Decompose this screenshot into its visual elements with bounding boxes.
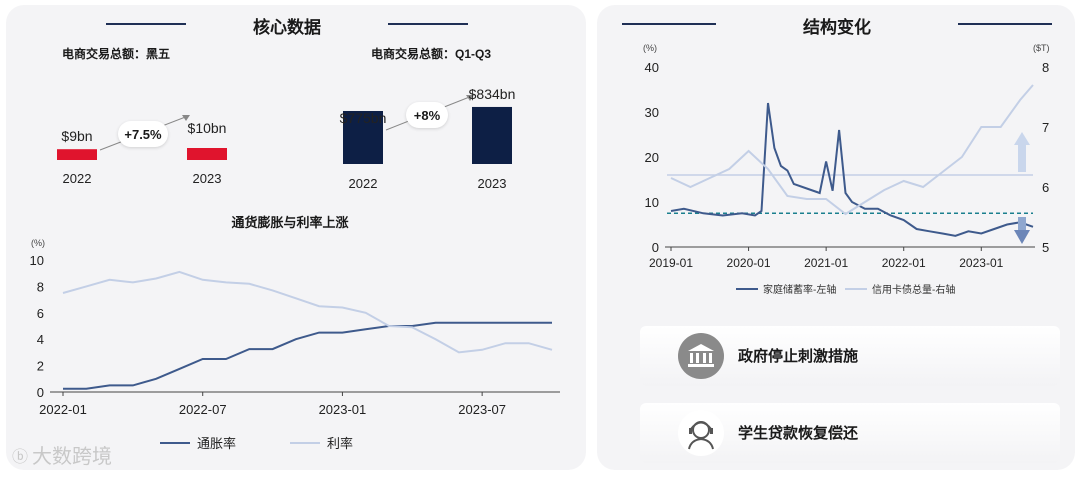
student-icon [678,410,724,456]
x-tick-label: 2021-01 [804,256,848,270]
title-divider-left [106,23,186,25]
watermark-icon: ⓑ [12,448,29,466]
inflation-rate-chart: (%) 0 2 4 6 8 10 2022-01 2022-07 2023-01 2023-07 通胀… [30,238,560,451]
legend-label: 家庭储蓄率-左轴 [763,283,836,296]
title-divider-left-2 [622,23,716,25]
left-y-tick-label: 30 [645,105,659,120]
x-tick-label: 2022-01 [882,256,926,270]
inflation-chart-title: 通货膨胀与利率上涨 [231,215,349,230]
bar-label-bf-2022: $9bn [61,128,93,144]
year-label-bf-2023: 2023 [192,171,222,186]
savings-credit-chart: (%) ($T) 0 10 20 30 40 5 6 7 8 2019-01 2020-01 2021-0… [643,43,1050,296]
bar-label-q-2022: $775bn [339,110,387,126]
x-tick-label: 2023-07 [458,402,506,417]
y-axis-unit: (%) [31,238,45,248]
year-label-bf-2022: 2022 [62,171,92,186]
arrow-head-bf [182,115,190,121]
left-y-tick-label: 10 [645,195,659,210]
x-tick-label: 2023-01 [959,256,1003,270]
card-stimulus-text: 政府停止刺激措施 [738,348,859,365]
y-tick-label: 2 [37,359,44,374]
left-y-tick-label: 20 [645,150,659,165]
bar-q-2023 [472,106,512,164]
title-divider-right [388,23,468,25]
left-y-tick-label: 0 [652,240,659,255]
legend-label: 信用卡债总量-右轴 [872,283,955,296]
x-tick-label: 2022-07 [179,402,227,417]
x-tick-label: 2022-01 [39,402,87,417]
bf-subtitle: 电商交易总额：黑五 [62,47,171,61]
y-tick-label: 10 [30,253,44,268]
bar-q-2022 [343,110,383,164]
down-arrow-head [1014,230,1030,244]
legend-label: 利率 [327,436,353,451]
y-tick-label: 4 [37,332,44,347]
right-axis-unit: ($T) [1033,43,1050,53]
series-line-savings-rate [670,102,1034,237]
watermark-logo: ⓑ 大数跨境 [12,440,112,469]
right-y-tick-label: 5 [1042,240,1049,255]
growth-bubble-q: +8% [406,102,448,128]
series-line-interest [62,270,553,354]
arrow-head-q [466,95,474,101]
year-label-q-2022: 2022 [348,176,378,191]
right-y-tick-label: 7 [1042,120,1049,135]
y-tick-label: 0 [37,385,44,400]
watermark-text: 大数跨境 [32,446,113,468]
left-y-tick-label: 40 [645,60,659,75]
y-tick-label: 6 [37,306,44,321]
bar-label-bf-2023: $10bn [187,120,227,136]
up-arrow-head [1014,132,1030,145]
card-stimulus: 政府停止刺激措施 [640,326,1060,386]
x-tick-label: 2020-01 [727,256,771,270]
series-line-inflation [63,321,552,390]
card-student-loan-text: 学生贷款恢复偿还 [738,425,859,442]
year-label-q-2023: 2023 [477,176,507,191]
up-arrow-shaft [1018,144,1026,172]
y-tick-label: 8 [37,279,44,294]
bar-bf-2023 [187,148,227,160]
x-tick-label: 2019-01 [649,256,693,270]
q-subtitle: 电商交易总额：Q1-Q3 [371,47,492,61]
structure-title: 结构变化 [803,18,871,37]
bar-label-q-2023: $834bn [468,86,516,102]
core-data-title: 核心数据 [253,18,321,37]
right-y-tick-label: 8 [1042,60,1049,75]
down-arrow-shaft [1018,217,1026,231]
title-divider-right-2 [958,23,1052,25]
card-student-loan: 学生贷款恢复偿还 [640,403,1060,463]
right-panel [597,5,1075,470]
series-line-credit-debt [670,84,1034,216]
growth-bubble-bf: +7.5% [118,121,168,147]
bar-bf-2022 [57,149,97,160]
bank-icon [678,333,724,379]
x-tick-label: 2023-01 [319,402,367,417]
left-axis-unit: (%) [643,43,657,53]
legend-label: 通胀率 [197,436,236,451]
right-y-tick-label: 6 [1042,180,1049,195]
